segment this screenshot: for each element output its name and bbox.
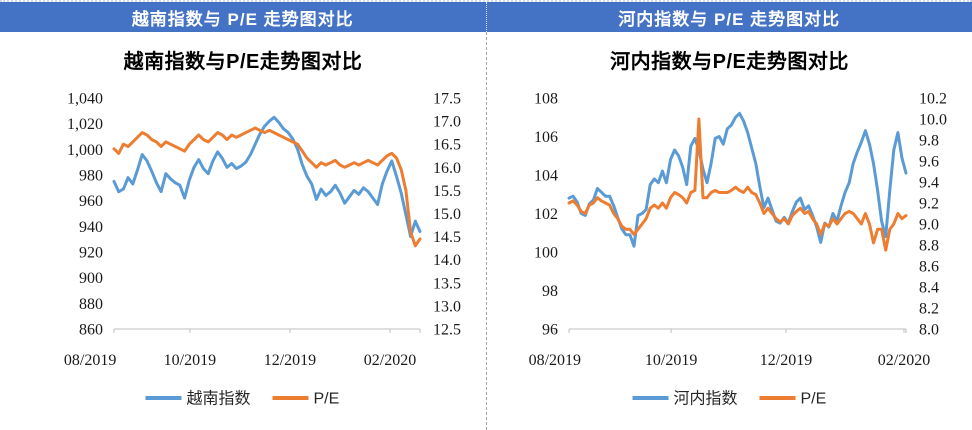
right-axis-tick-label: 9.0 [919,217,939,234]
left-axis-tick-label: 900 [79,270,103,287]
legend-item-label: 河内指数 [674,390,738,408]
x-axis-label: 12/2019 [264,352,316,369]
banner-hanoi: 河内指数与 P/E 走势图对比 [486,2,972,32]
banner-vietnam-label: 越南指数与 P/E 走势图对比 [131,9,354,29]
right-axis-tick-label: 14.0 [433,252,461,269]
right-axis-tick-label: 13.5 [433,275,461,292]
left-axis-tick-label: 860 [79,322,103,339]
vietnam-chart-title: 越南指数与P/E走势图对比 [123,51,363,73]
right-axis-tick-label: 12.5 [433,322,461,339]
left-axis-tick-label: 920 [79,245,103,262]
right-axis-tick-label: 9.2 [919,196,939,213]
right-axis-tick-label: 10.2 [919,91,947,108]
right-axis-tick-label: 8.4 [919,280,939,297]
right-axis-tick-label: 8.0 [919,322,939,339]
x-axis-label: 02/2020 [364,352,416,369]
panel-vietnam: 越南指数与P/E走势图对比 1,040 1,020 1,000 980 960 940 92… [0,32,486,430]
left-axis-tick-label: 102 [534,206,558,223]
left-axis-tick-label: 940 [79,219,103,236]
right-axis-tick-label: 8.2 [919,301,939,318]
right-axis-tick-label: 10.0 [919,112,947,129]
right-axis-tick-label: 15.5 [433,183,461,200]
x-axis-label: 10/2019 [164,352,216,369]
left-axis-tick-label: 100 [534,245,558,262]
left-axis-tick-label: 1,040 [67,91,103,108]
right-axis-tick-label: 17.0 [433,114,461,131]
left-axis-tick-label: 960 [79,193,103,210]
x-axis-label: 02/2020 [878,352,930,369]
left-axis-tick-label: 106 [534,129,558,146]
hanoi-pe-line [567,117,908,252]
left-axis-tick-label: 880 [79,296,103,313]
left-axis-tick-label: 1,000 [67,142,103,159]
right-axis-tick-label: 9.8 [919,133,939,150]
right-axis-tick-label: 15.0 [433,206,461,223]
x-axis-label: 10/2019 [645,352,697,369]
left-axis-tick-label: 104 [534,168,558,185]
hanoi-chart: 108 106 104 102 100 98 96 10.2 10.0 9.8 9.6 9.4 9.2 9… [529,91,947,408]
x-axis-label: 12/2019 [760,352,812,369]
right-axis-tick-label: 14.5 [433,229,461,246]
panel-row: 越南指数与P/E走势图对比 1,040 1,020 1,000 980 960 940 92… [0,32,972,430]
right-axis-tick-label: 13.0 [433,298,461,315]
vietnam-chart: 1,040 1,020 1,000 980 960 940 920 900 880 860 17.5… [64,91,461,408]
hanoi-chart-title: 河内指数与P/E走势图对比 [610,51,849,73]
right-axis-tick-label: 8.6 [919,259,939,276]
right-axis-tick-label: 8.8 [919,238,939,255]
right-axis-tick-label: 9.4 [919,175,939,192]
legend-item-label: P/E [314,391,340,408]
right-axis-tick-label: 16.5 [433,137,461,154]
left-axis-tick-label: 1,020 [67,116,103,133]
hanoi-index-line [567,111,908,248]
left-axis-tick-label: 108 [534,91,558,108]
vietnam-index-line [112,115,422,239]
right-axis-tick-label: 16.0 [433,160,461,177]
x-axis-label: 08/2019 [64,352,116,369]
banner-hanoi-label: 河内指数与 P/E 走势图对比 [618,9,841,29]
legend-item-label: 越南指数 [187,390,251,408]
banner-row: 越南指数与 P/E 走势图对比 河内指数与 P/E 走势图对比 [0,0,972,32]
x-axis-label: 08/2019 [529,352,581,369]
left-axis-tick-label: 98 [542,283,558,300]
panel-hanoi: 河内指数与P/E走势图对比 108 106 104 102 100 98 96 10.2 10.… [486,32,972,430]
right-axis-tick-label: 17.5 [433,91,461,108]
banner-vietnam: 越南指数与 P/E 走势图对比 [0,2,487,32]
vietnam-pe-line [112,126,422,248]
right-axis-tick-label: 9.6 [919,154,939,171]
legend-item-label: P/E [801,391,827,408]
left-axis-tick-label: 96 [542,322,558,339]
left-axis-tick-label: 980 [79,168,103,185]
